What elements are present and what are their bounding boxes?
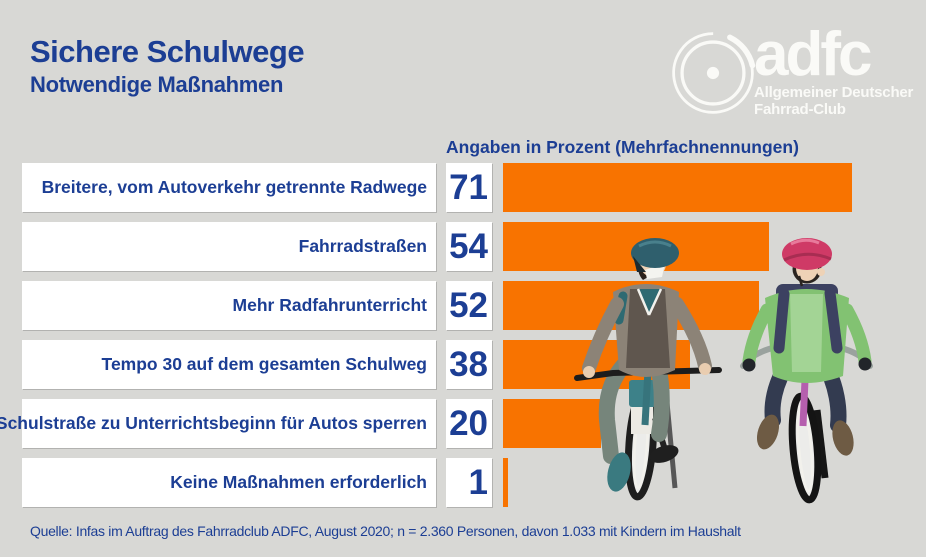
logo-wordmark: adfc <box>754 20 872 89</box>
value-label: 38 <box>446 340 492 389</box>
chart-row: Schulstraße zu Unterrichtsbeginn für Aut… <box>0 399 926 448</box>
bar <box>503 163 853 212</box>
category-label: Keine Maßnahmen erforderlich <box>22 458 436 507</box>
logo-subtitle-line1: Allgemeiner Deutscher <box>754 84 914 101</box>
page-subtitle: Notwendige Maßnahmen <box>30 71 284 97</box>
value-axis-header: Angaben in Prozent (Mehrfachnennungen) <box>446 137 799 157</box>
source-note: Quelle: Infas im Auftrag des Fahrradclub… <box>30 523 741 539</box>
value-label: 20 <box>446 399 492 448</box>
bar <box>503 340 690 389</box>
category-label: Fahrradstraßen <box>22 222 436 271</box>
bar <box>503 458 508 507</box>
page-title: Sichere Schulwege <box>30 34 305 69</box>
logo-text: adfc Allgemeiner Deutscher Fahrrad-Club <box>754 20 914 118</box>
bar <box>503 399 602 448</box>
category-label: Tempo 30 auf dem gesamten Schulweg <box>22 340 436 389</box>
title-block: Sichere Schulwege Notwendige Maßnahmen <box>30 34 305 98</box>
value-label: 52 <box>446 281 492 330</box>
category-label: Mehr Radfahrunterricht <box>22 281 436 330</box>
chart-row: Tempo 30 auf dem gesamten Schulweg 38 <box>22 340 926 389</box>
bar-chart: Breitere, vom Autoverkehr getrennte Radw… <box>0 163 926 507</box>
bar-track <box>503 458 926 507</box>
value-label: 71 <box>446 163 492 212</box>
category-label: Schulstraße zu Unterrichtsbeginn für Aut… <box>0 399 436 448</box>
value-label: 1 <box>446 458 492 507</box>
chart-row: Mehr Radfahrunterricht 52 <box>22 281 926 330</box>
chart-row: Breitere, vom Autoverkehr getrennte Radw… <box>22 163 926 212</box>
chart-row: Fahrradstraßen 54 <box>22 222 926 271</box>
bar <box>503 281 759 330</box>
bar-track <box>503 281 926 330</box>
bar-track <box>503 399 926 448</box>
chart-row: Keine Maßnahmen erforderlich 1 <box>22 458 926 507</box>
value-label: 54 <box>446 222 492 271</box>
bar-track <box>503 163 926 212</box>
bar-track <box>503 222 926 271</box>
category-label: Breitere, vom Autoverkehr getrennte Radw… <box>22 163 436 212</box>
bar-track <box>503 340 926 389</box>
bicycle-wheel-icon <box>672 32 756 114</box>
logo-subtitle-line2: Fahrrad-Club <box>754 101 846 118</box>
adfc-logo: adfc Allgemeiner Deutscher Fahrrad-Club <box>668 20 914 124</box>
bar <box>503 222 769 271</box>
